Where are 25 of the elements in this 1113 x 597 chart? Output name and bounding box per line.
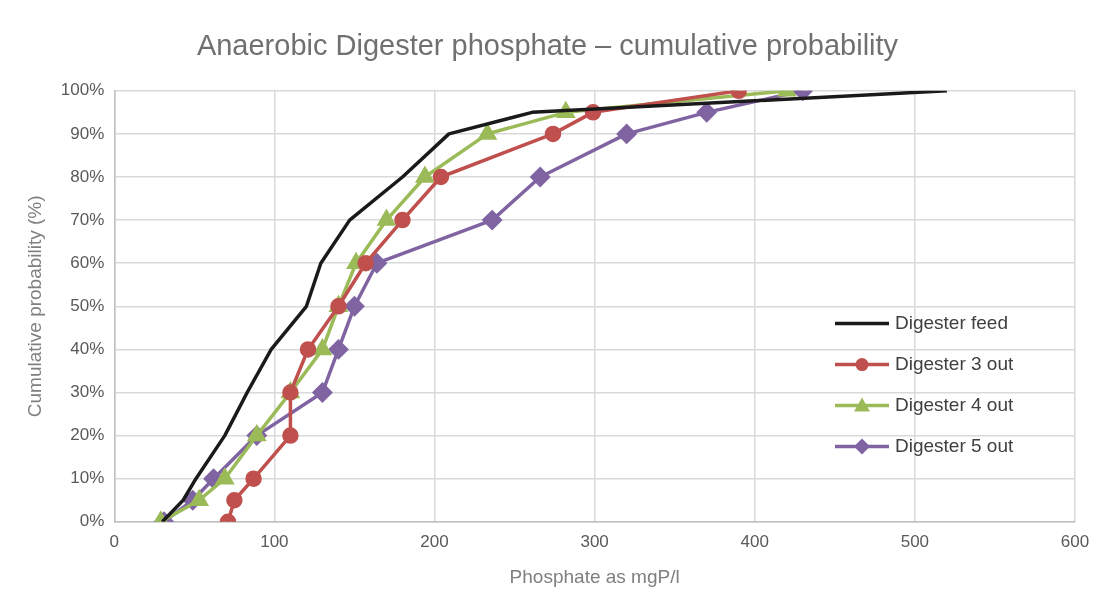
x-tick-label: 500 — [900, 531, 930, 551]
legend-label: Digester 5 out — [895, 434, 1015, 456]
y-tick-label: 80% — [70, 166, 105, 186]
y-tick-label: 10% — [70, 468, 105, 488]
y-tick-label: 50% — [70, 295, 105, 315]
y-tick-label: 100% — [60, 80, 105, 100]
x-tick-label: 0 — [109, 531, 120, 551]
legend-label: Digester feed — [895, 311, 1009, 333]
x-tick-label: 300 — [580, 531, 609, 551]
y-tick-label: 20% — [70, 425, 105, 445]
x-tick-label: 400 — [740, 531, 769, 551]
y-tick-label: 40% — [70, 339, 105, 359]
y-tick-label: 60% — [70, 252, 105, 272]
legend-label: Digester 4 out — [895, 393, 1015, 415]
x-axis-title: Phosphate as mgP/l — [509, 565, 680, 587]
x-tick-label: 600 — [1060, 531, 1090, 551]
y-tick-label: 0% — [79, 511, 105, 531]
legend-label: Digester 3 out — [895, 352, 1015, 374]
y-axis-title: Cumulative probability (%) — [23, 195, 45, 418]
y-tick-label: 70% — [70, 209, 105, 229]
x-tick-label: 200 — [420, 531, 449, 551]
x-tick-label: 100 — [260, 531, 289, 551]
chart-title: Anaerobic Digester phosphate – cumulative probability — [196, 29, 899, 62]
y-tick-label: 90% — [70, 123, 105, 143]
y-tick-label: 30% — [70, 382, 105, 402]
